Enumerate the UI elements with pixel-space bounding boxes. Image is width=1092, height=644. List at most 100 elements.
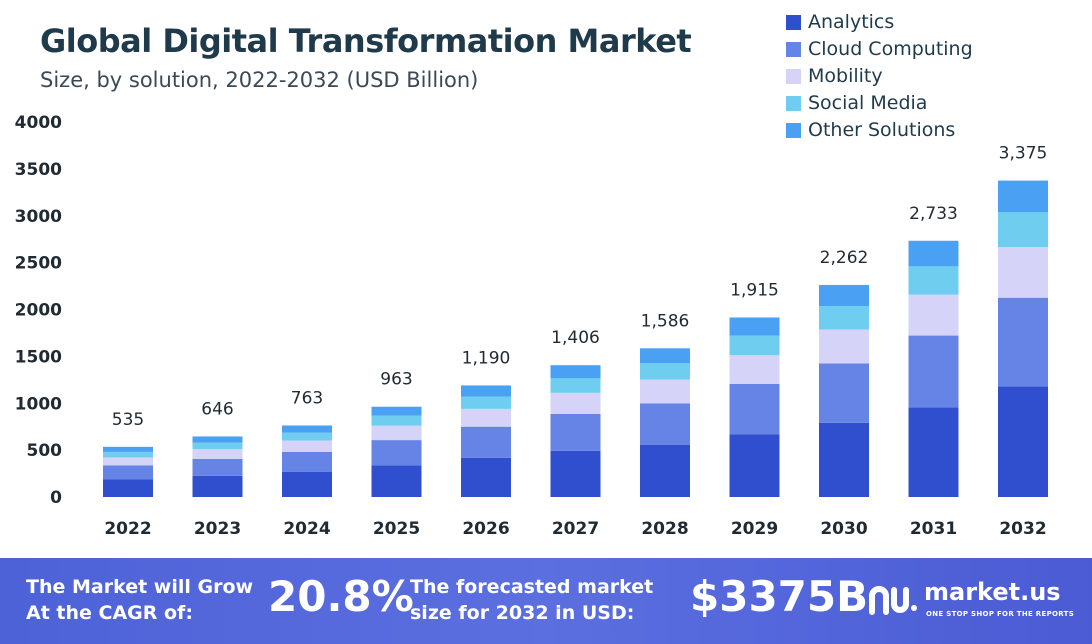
bar-segment-other-solutions [550, 365, 601, 379]
total-label: 763 [291, 388, 323, 408]
bar-segment-mobility [192, 449, 243, 459]
bar-segment-analytics [371, 465, 422, 497]
bar-segment-analytics [550, 450, 601, 497]
bar-segment-social-media [998, 212, 1048, 248]
bar-segment-mobility [819, 329, 869, 364]
y-axis: 0 500 1000 1500 2000 2500 3000 3500 4000 [15, 113, 62, 508]
y-tick-label: 2500 [15, 254, 62, 274]
x-tick-label: 2031 [910, 519, 957, 539]
x-axis: 2022 2023 2024 2025 2026 2027 2028 2029 2030 2031… [104, 519, 1046, 539]
bar-segment-other-solutions [461, 385, 511, 397]
bar-segment-social-media [371, 415, 422, 426]
bar-segment-social-media [550, 378, 601, 393]
total-label: 2,733 [909, 204, 958, 224]
bar-segment-analytics [461, 457, 511, 497]
bar-segment-cloud-computing [282, 451, 332, 472]
forecast-value: $3375B [690, 572, 869, 621]
bar-segment-social-media [908, 266, 959, 295]
x-tick-label: 2026 [462, 519, 509, 539]
bar-segment-cloud-computing [371, 440, 422, 466]
legend-label: Social Media [808, 92, 927, 114]
bar-segment-mobility [550, 392, 601, 414]
bar-segment-mobility [371, 425, 422, 441]
bar-segment-cloud-computing [103, 465, 153, 480]
legend-label: Analytics [808, 11, 894, 33]
bar-segment-mobility [998, 247, 1048, 298]
summary-banner: The Market will Grow At the CAGR of: 20.… [0, 558, 1092, 644]
x-tick-label: 2024 [283, 519, 330, 539]
bar-segment-analytics [998, 386, 1048, 497]
bar-segment-cloud-computing [550, 413, 601, 451]
y-tick-label: 500 [27, 441, 63, 461]
bar-segment-cloud-computing [998, 297, 1048, 387]
bar-segment-analytics [282, 471, 332, 497]
chart-subtitle: Size, by solution, 2022-2032 (USD Billio… [40, 68, 479, 92]
total-label: 963 [380, 370, 412, 390]
bar-segment-analytics [103, 479, 153, 497]
total-label: 3,375 [999, 144, 1048, 164]
y-tick-label: 3500 [15, 160, 62, 180]
total-label: 1,586 [641, 311, 690, 331]
market-us-logo-icon [869, 586, 917, 615]
cagr-label: The Market will Grow At the CAGR of: [26, 576, 254, 624]
bar-segment-cloud-computing [192, 458, 243, 476]
total-label: 1,190 [462, 348, 511, 368]
y-tick-label: 1000 [15, 394, 62, 414]
legend-swatch [786, 69, 801, 84]
x-tick-label: 2032 [999, 519, 1046, 539]
total-label: 646 [201, 399, 233, 419]
legend-swatch [786, 123, 801, 138]
bar-segment-other-solutions [282, 425, 332, 433]
cagr-value: 20.8% [268, 572, 414, 621]
legend-label: Cloud Computing [808, 38, 973, 60]
y-tick-label: 2000 [15, 301, 62, 321]
x-tick-label: 2030 [820, 519, 867, 539]
bar-segment-cloud-computing [640, 403, 690, 445]
chart-title: Global Digital Transformation Market [40, 22, 692, 60]
bar-segment-social-media [103, 451, 153, 458]
bar-segment-social-media [192, 442, 243, 450]
bar-segment-analytics [192, 475, 243, 497]
y-tick-label: 1500 [15, 347, 62, 367]
x-tick-label: 2025 [373, 519, 420, 539]
bar-segment-analytics [729, 434, 780, 497]
legend-swatch [786, 15, 801, 30]
bar-stacks [103, 180, 1048, 497]
y-tick-label: 0 [50, 488, 62, 508]
total-label: 1,406 [551, 328, 600, 348]
legend-swatch [786, 96, 801, 111]
bar-segment-cloud-computing [461, 426, 511, 458]
legend: Analytics Cloud Computing Mobility Social M… [786, 11, 973, 141]
bar-segment-other-solutions [908, 240, 959, 267]
stacked-bar-chart: 0 500 1000 1500 2000 2500 3000 3500 4000 535 646 7… [15, 11, 1048, 539]
bar-segment-social-media [461, 396, 511, 409]
legend-swatch [786, 42, 801, 57]
bar-segment-cloud-computing [729, 383, 780, 435]
bar-segment-other-solutions [998, 180, 1048, 213]
total-label: 1,915 [730, 280, 779, 300]
x-tick-label: 2028 [641, 519, 688, 539]
bar-segment-cloud-computing [908, 335, 959, 408]
y-tick-label: 4000 [15, 113, 62, 133]
bar-segment-social-media [729, 335, 780, 356]
bar-segment-social-media [282, 432, 332, 441]
bar-segment-cloud-computing [819, 363, 869, 423]
x-tick-label: 2022 [104, 519, 151, 539]
bar-segment-analytics [640, 444, 690, 497]
forecast-label: The forecasted market size for 2032 in U… [410, 576, 654, 624]
bar-segment-social-media [640, 363, 690, 380]
x-tick-label: 2027 [552, 519, 599, 539]
bar-segment-analytics [908, 407, 959, 497]
bar-segment-other-solutions [103, 446, 153, 452]
bar-segment-mobility [729, 355, 780, 384]
bar-segment-other-solutions [192, 436, 243, 443]
bar-segment-other-solutions [819, 284, 869, 307]
total-labels: 535 646 763 963 1,190 1,406 1,586 1,915 2,262 2,7… [112, 144, 1048, 430]
y-tick-label: 3000 [15, 207, 62, 227]
x-tick-label: 2023 [194, 519, 241, 539]
bar-segment-mobility [282, 440, 332, 452]
legend-label: Other Solutions [808, 119, 955, 141]
bar-segment-social-media [819, 306, 869, 330]
total-label: 535 [112, 410, 144, 430]
bar-segment-mobility [461, 408, 511, 427]
